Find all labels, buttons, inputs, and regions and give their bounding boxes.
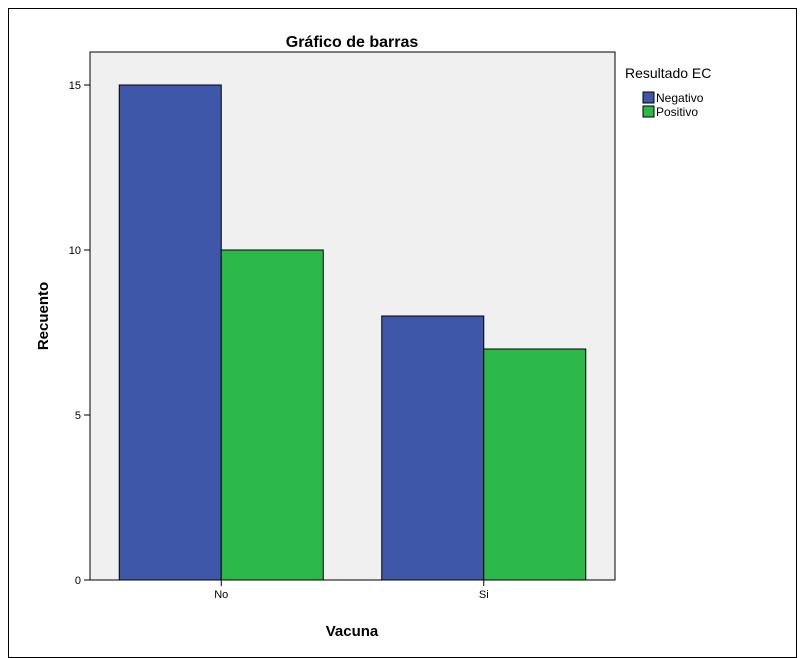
legend-label-positivo: Positivo	[656, 105, 698, 119]
bar-negativo-no	[118, 84, 222, 581]
bar-positivo-no	[220, 249, 324, 581]
y-axis: 0 5 10 15	[69, 80, 90, 587]
chart-title: Gráfico de barras	[286, 34, 419, 51]
legend-swatch-positivo	[642, 105, 655, 118]
x-axis: No Si	[214, 580, 489, 601]
bars-group	[118, 84, 587, 581]
x-tick-label: No	[214, 589, 228, 601]
y-tick-label: 5	[75, 410, 81, 422]
legend-label-negativo: Negativo	[656, 91, 704, 105]
legend-title: Resultado EC	[625, 65, 711, 81]
x-tick-label: Si	[479, 589, 489, 601]
y-tick-label: 0	[75, 575, 81, 587]
bar-negativo-si	[381, 315, 485, 581]
y-tick-label: 10	[69, 245, 81, 257]
bar-positivo-si	[483, 348, 587, 581]
x-axis-label: Vacuna	[326, 623, 379, 640]
legend-swatch-negativo	[642, 91, 655, 104]
y-tick-label: 15	[69, 80, 81, 92]
y-axis-label: Recuento	[35, 282, 52, 350]
